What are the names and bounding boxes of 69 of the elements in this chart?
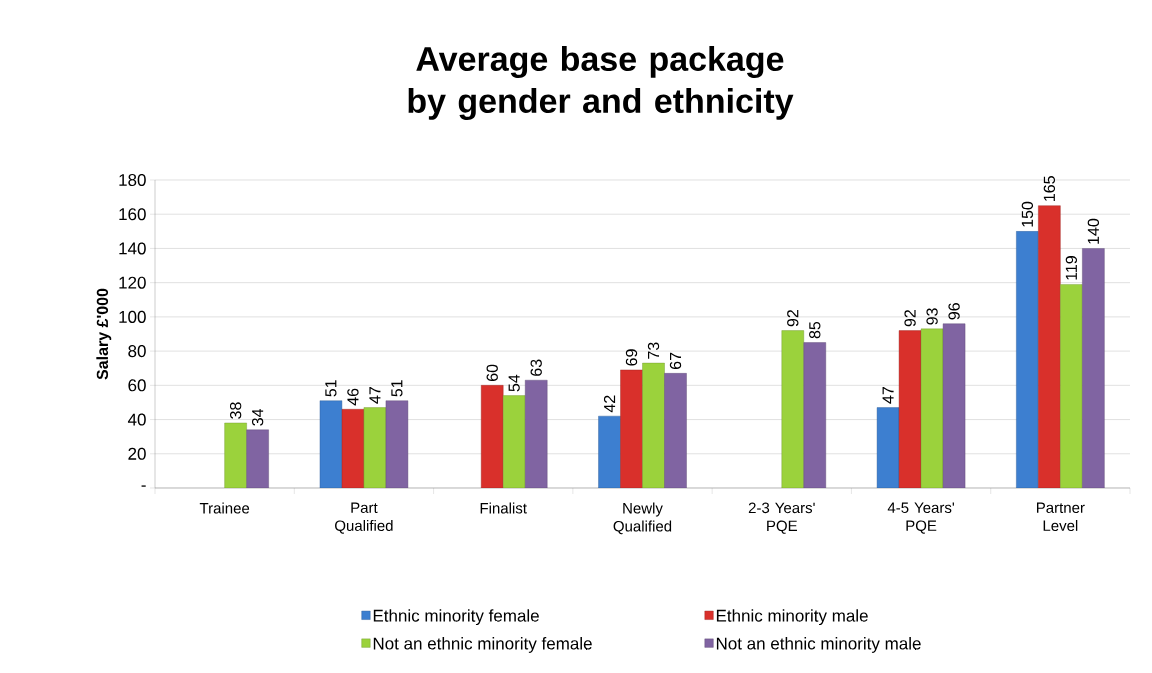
y-tick-label: 160 (119, 208, 146, 221)
bar (898, 330, 922, 488)
y-tick-label: 120 (119, 276, 146, 289)
x-tick-label: Part Qualified (335, 502, 393, 534)
bar (385, 400, 409, 488)
y-tick-label: - (141, 485, 146, 487)
legend-label: Not an ethnic minority female (373, 637, 592, 653)
bar (525, 380, 548, 488)
bar (224, 422, 247, 488)
bar (642, 362, 665, 488)
data-label: 51 (391, 380, 403, 397)
bar (942, 323, 966, 488)
data-label: 67 (669, 352, 682, 370)
data-label: 119 (1065, 256, 1078, 280)
y-axis-title: Salary £'000 (96, 288, 112, 380)
y-tick-label: 60 (128, 379, 146, 392)
bar (503, 395, 526, 488)
data-label: 140 (1087, 218, 1100, 244)
y-tick-label: 100 (119, 310, 146, 323)
x-tick-label: 4-5 Years' PQE (887, 502, 954, 534)
bar (876, 407, 900, 488)
x-tick-label: Finalist (480, 502, 527, 514)
bar (1038, 205, 1061, 488)
bar (319, 400, 343, 488)
data-label: 60 (486, 364, 498, 381)
bar (920, 328, 944, 488)
data-label: 73 (647, 342, 660, 359)
bar (246, 429, 269, 488)
data-label: 63 (530, 359, 542, 376)
bar (481, 385, 504, 488)
x-tick-label: Partner Level (1036, 502, 1085, 531)
data-label: 38 (229, 402, 242, 419)
data-label: 46 (347, 388, 359, 406)
y-tick-label: 180 (119, 173, 146, 187)
data-label: 92 (787, 310, 799, 327)
y-tick-label: 40 (127, 413, 146, 426)
bar (598, 415, 621, 488)
bar (341, 409, 365, 488)
bar (363, 407, 387, 488)
data-label: 85 (809, 321, 821, 339)
data-label: 42 (603, 395, 616, 413)
bar (664, 373, 687, 488)
data-label: 93 (926, 308, 938, 325)
data-label: 150 (1021, 201, 1034, 227)
data-label: 69 (625, 349, 638, 366)
legend-label: Not an ethnic minority male (716, 637, 921, 653)
data-label: 92 (904, 310, 916, 327)
bar (803, 342, 826, 488)
chart-title: Average base package by gender and ethnicity (408, 46, 794, 120)
bar (1016, 231, 1039, 488)
data-label: 47 (369, 387, 381, 404)
bar (1060, 284, 1083, 488)
bar (1082, 248, 1105, 488)
data-label: 34 (251, 408, 264, 426)
x-tick-label: 2-3 Years' PQE (748, 502, 815, 534)
legend-label: Ethnic minority male (716, 609, 868, 626)
data-label: 47 (882, 387, 894, 404)
y-tick-label: 140 (119, 242, 146, 255)
data-label: 96 (948, 303, 960, 320)
legend-label: Ethnic minority female (373, 609, 539, 626)
y-tick-label: 80 (128, 345, 146, 358)
x-tick-label: Trainee (199, 502, 250, 514)
y-tick-label: 20 (128, 447, 146, 460)
bar (781, 330, 804, 488)
bar (620, 369, 643, 488)
data-label: 54 (508, 374, 520, 392)
x-tick-label: Newly Qualified (613, 502, 672, 535)
data-label: 51 (325, 380, 337, 397)
data-label: 165 (1043, 176, 1056, 201)
